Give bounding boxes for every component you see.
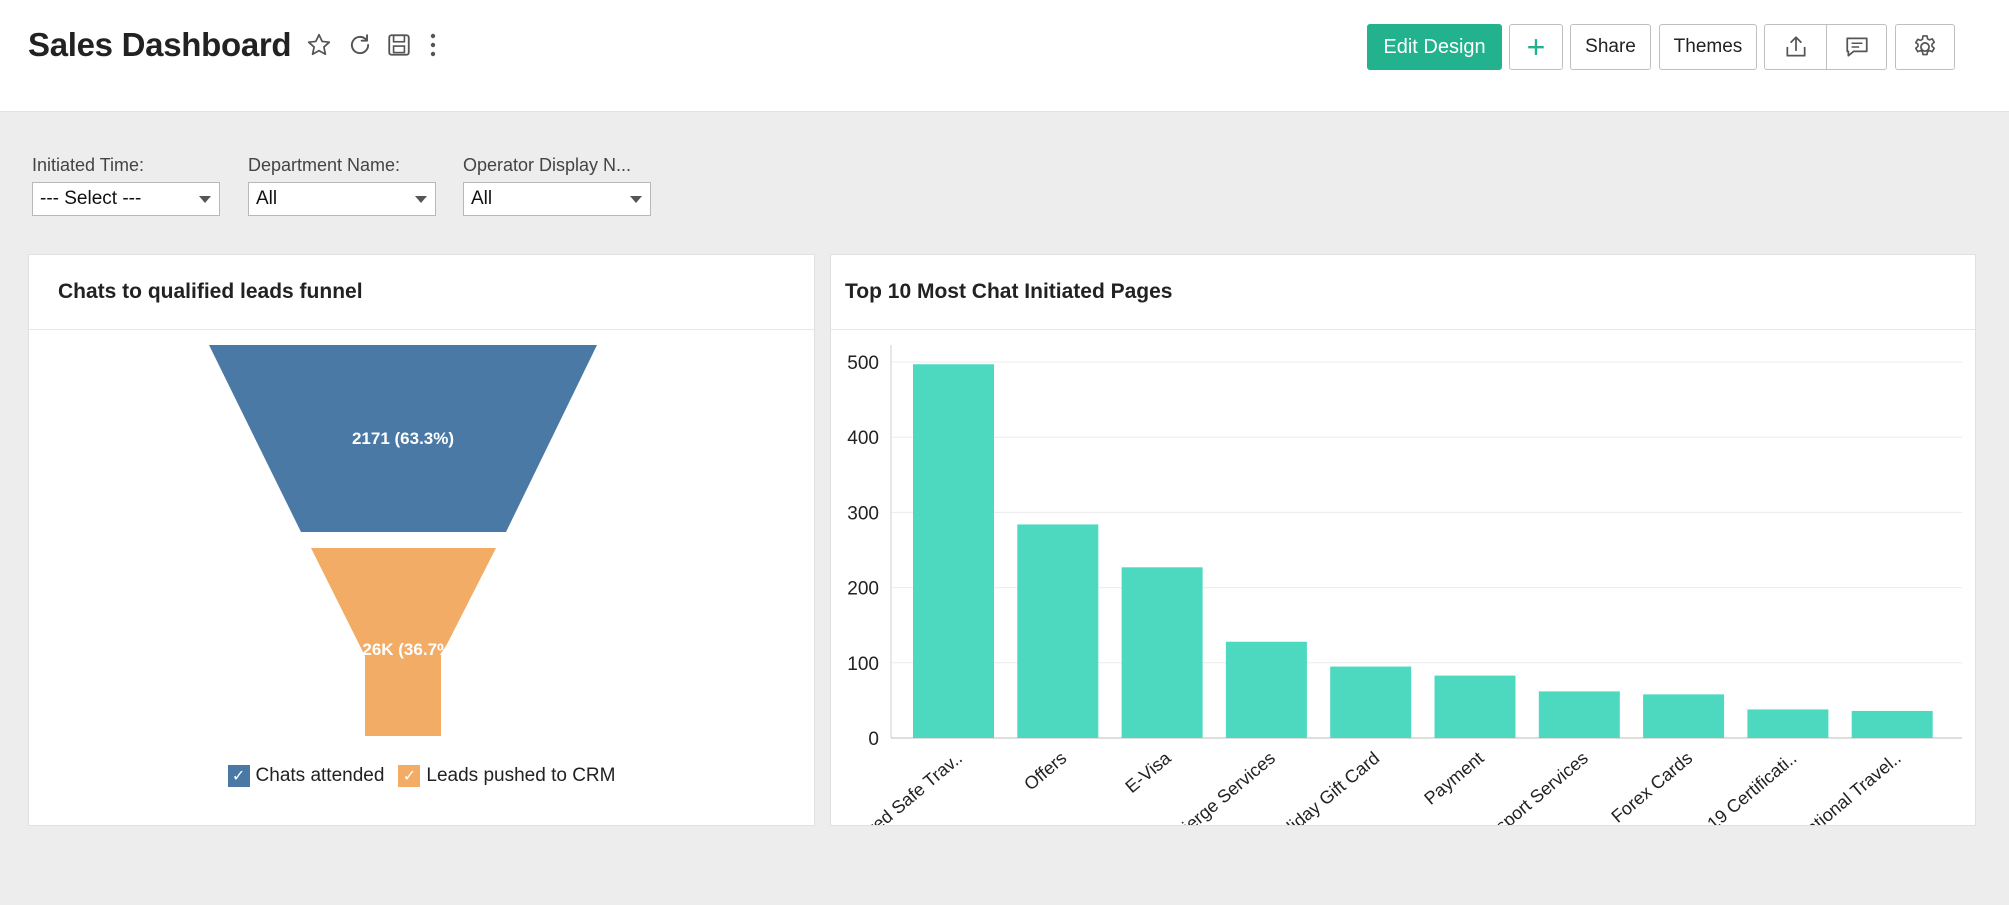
themes-button[interactable]: Themes — [1659, 24, 1757, 70]
bar[interactable] — [1330, 666, 1412, 738]
funnel-stage-label: 1.26K (36.7%) — [348, 640, 458, 659]
bar[interactable] — [1225, 641, 1307, 738]
y-tick-label: 400 — [847, 428, 879, 449]
legend-label: Leads pushed to CRM — [426, 765, 616, 786]
filter-label: Department Name: — [248, 155, 401, 175]
share-button[interactable]: Share — [1570, 24, 1651, 70]
panel-header: Chats to qualified leads funnel — [29, 255, 814, 330]
x-tick-label: Assured Safe Trav.. — [833, 748, 966, 825]
funnel-chart-panel: Chats to qualified leads funnel 2171 (63… — [28, 254, 815, 826]
bar[interactable] — [1434, 675, 1516, 738]
funnel-stage-chats-attended[interactable] — [209, 345, 597, 532]
bar[interactable] — [1747, 709, 1829, 738]
panel-title: Chats to qualified leads funnel — [58, 280, 363, 303]
legend-item-leads-pushed[interactable]: ✓ Leads pushed to CRM — [398, 765, 615, 787]
x-tick-label: Forex Cards — [1607, 748, 1696, 825]
checkbox-checked-icon[interactable]: ✓ — [398, 765, 421, 787]
filter-initiated-time: Initiated Time: --- Select --- — [32, 155, 220, 216]
star-icon[interactable] — [302, 28, 336, 62]
select-value: --- Select --- — [40, 188, 142, 209]
x-tick-label: E-Visa — [1121, 747, 1175, 797]
comments-button[interactable] — [1826, 24, 1887, 70]
funnel-legend: ✓ Chats attended ✓ Leads pushed to CRM — [29, 765, 814, 787]
x-tick-label: Payment — [1420, 748, 1487, 809]
export-button[interactable] — [1764, 24, 1827, 70]
select-value: All — [256, 188, 278, 209]
refresh-icon[interactable] — [343, 28, 377, 62]
funnel-stage-leads-pushed[interactable] — [311, 548, 496, 736]
y-tick-label: 300 — [847, 503, 879, 524]
more-options-icon[interactable] — [416, 28, 450, 62]
panel-title: Top 10 Most Chat Initiated Pages — [845, 280, 1173, 303]
bar[interactable] — [1017, 524, 1099, 738]
edit-design-button[interactable]: Edit Design — [1367, 24, 1502, 70]
select-value: All — [471, 188, 493, 209]
bar-chart: 0 100 200 300 400 500 Assured Safe Trav.. Offer… — [833, 345, 1962, 825]
legend-label: Chats attended — [255, 765, 385, 786]
add-button[interactable]: + — [1509, 24, 1563, 70]
filter-label: Initiated Time: — [32, 155, 145, 175]
bar[interactable] — [1121, 567, 1203, 738]
x-tick-label: Passport Services — [1468, 748, 1592, 825]
y-tick-label: 100 — [847, 654, 879, 675]
funnel-chart: 2171 (63.3%) 1.26K (36.7%) — [209, 345, 597, 736]
panel-header: Top 10 Most Chat Initiated Pages — [831, 255, 1975, 330]
bar[interactable] — [1851, 710, 1933, 738]
export-icon — [1785, 36, 1806, 57]
page-title: Sales Dashboard — [28, 26, 292, 63]
initiated-time-select[interactable]: --- Select --- — [32, 182, 220, 216]
bar-chart-panel: Top 10 Most Chat Initiated Pages 0 100 200… — [830, 254, 1976, 826]
filter-label: Operator Display N... — [463, 155, 632, 175]
save-icon[interactable] — [382, 28, 416, 62]
chevron-down-icon — [630, 196, 642, 203]
chevron-down-icon — [199, 196, 211, 203]
comment-icon — [1845, 37, 1868, 57]
x-tick-label: Offers — [1020, 748, 1070, 795]
filter-operator-display-name: Operator Display N... All — [463, 155, 651, 216]
operator-display-name-select[interactable]: All — [463, 182, 651, 216]
y-tick-label: 200 — [847, 579, 879, 600]
dashboard-header: Sales Dashboard Edit Design + Share Them… — [0, 0, 2009, 112]
bar[interactable] — [1538, 691, 1620, 738]
department-name-select[interactable]: All — [248, 182, 436, 216]
y-tick-label: 500 — [847, 353, 879, 374]
chevron-down-icon — [415, 196, 427, 203]
funnel-stage-label: 2171 (63.3%) — [352, 429, 454, 448]
filter-department-name: Department Name: All — [248, 155, 436, 216]
bar[interactable] — [913, 364, 994, 738]
y-tick-label: 0 — [868, 729, 879, 750]
gear-icon — [1914, 35, 1936, 56]
bar[interactable] — [1643, 694, 1725, 738]
checkbox-checked-icon[interactable]: ✓ — [227, 765, 250, 787]
x-tick-label: Holiday Gift Card — [1265, 748, 1383, 825]
settings-button[interactable] — [1895, 24, 1955, 70]
legend-item-chats-attended[interactable]: ✓ Chats attended — [227, 765, 385, 787]
